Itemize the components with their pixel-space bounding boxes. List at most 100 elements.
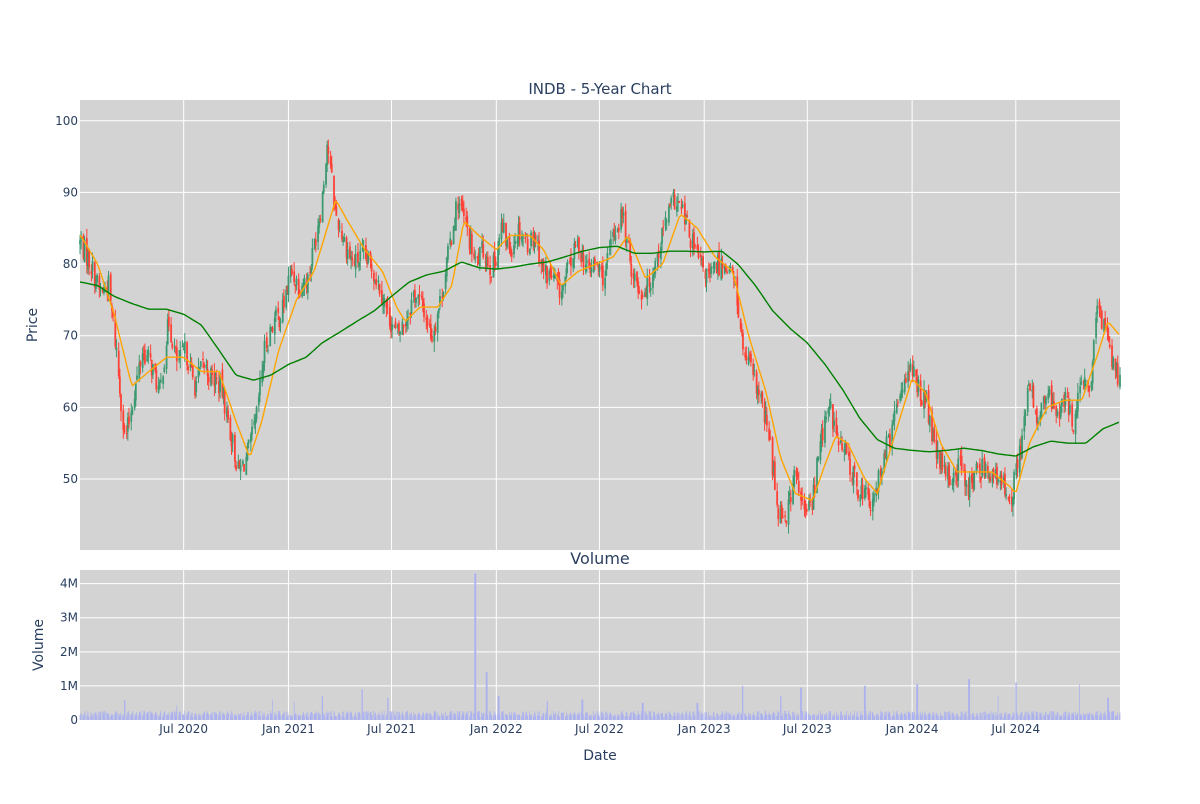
candle-body <box>941 453 944 470</box>
candle-body <box>548 270 551 281</box>
volume-bar <box>1119 712 1121 720</box>
volume-bar <box>905 712 907 720</box>
volume-bar <box>961 712 963 720</box>
candle-body <box>445 257 448 277</box>
volume-bar <box>817 715 819 720</box>
candle-body <box>616 229 619 233</box>
volume-bar <box>864 685 866 720</box>
volume-bar <box>690 715 691 720</box>
volume-bar <box>977 715 978 720</box>
volume-bar <box>670 714 672 720</box>
volume-bar <box>853 715 855 720</box>
volume-bar <box>469 716 471 720</box>
volume-bar <box>454 713 456 720</box>
candle-body <box>1032 385 1035 408</box>
candlestick-series <box>79 139 1121 534</box>
candle-body <box>598 264 601 272</box>
candle-body <box>189 362 192 368</box>
volume-bar <box>648 710 650 720</box>
candle-body <box>1050 385 1053 409</box>
volume-bar <box>399 714 401 720</box>
volume-bar <box>940 712 941 720</box>
candle-body <box>892 421 895 424</box>
volume-bar <box>574 712 575 720</box>
candle-body <box>1116 363 1119 385</box>
volume-bar <box>395 714 396 720</box>
volume-bar <box>837 713 839 720</box>
volume-bar <box>148 711 150 720</box>
volume-bar <box>535 716 536 720</box>
candle-body <box>859 495 862 502</box>
volume-bar <box>801 710 803 720</box>
candle-body <box>943 464 946 467</box>
volume-bar <box>609 713 611 720</box>
candle-body <box>1039 415 1042 424</box>
volume-bar <box>258 711 260 720</box>
candle-body <box>174 346 177 348</box>
volume-bar <box>808 714 809 720</box>
volume-bar <box>162 716 163 720</box>
volume-bar <box>621 710 623 720</box>
volume-bar <box>740 713 742 720</box>
candle-body <box>281 299 284 322</box>
candle-body <box>678 200 681 203</box>
volume-bar <box>277 710 279 720</box>
x-tick-label: Jan 2021 <box>261 722 315 736</box>
volume-bar <box>610 714 612 720</box>
volume-bar <box>473 713 474 720</box>
volume-bar <box>685 712 686 720</box>
volume-bar <box>251 716 253 720</box>
volume-bar <box>548 716 550 720</box>
candle-body <box>1112 357 1115 369</box>
candle-body <box>142 349 145 351</box>
volume-bar <box>501 712 502 720</box>
volume-bar <box>658 711 660 720</box>
volume-bar <box>290 716 292 720</box>
candle-body <box>286 285 289 291</box>
x-tick-label: Jul 2020 <box>158 722 208 736</box>
volume-bar <box>251 712 252 720</box>
candle-body <box>768 428 771 441</box>
volume-bar <box>219 711 220 720</box>
volume-bar <box>804 714 805 720</box>
candle-body <box>207 376 210 383</box>
volume-bar <box>195 716 197 720</box>
candle-body <box>481 241 484 248</box>
volume-bar <box>848 715 850 720</box>
volume-bar <box>247 715 249 720</box>
volume-bar <box>1027 711 1029 720</box>
volume-bar <box>202 715 203 720</box>
volume-bar <box>1067 716 1068 720</box>
candle-body <box>263 340 266 363</box>
candle-body <box>223 390 226 414</box>
volume-bar <box>211 716 213 720</box>
volume-bar <box>244 716 245 720</box>
candle-body <box>374 280 376 283</box>
volume-bar <box>885 711 887 720</box>
candle-body <box>779 505 782 524</box>
volume-bar <box>976 712 978 720</box>
candle-body <box>784 515 787 517</box>
candle-body <box>1018 445 1021 473</box>
candle-body <box>707 268 710 272</box>
volume-bar <box>354 713 356 720</box>
volume-bar <box>1057 712 1059 720</box>
volume-bar <box>592 711 594 720</box>
candle-body <box>893 410 896 422</box>
candle-body <box>513 245 515 255</box>
candle-body <box>582 254 585 268</box>
volume-bar <box>389 710 391 720</box>
candle-body <box>170 324 173 343</box>
volume-bar <box>909 713 911 720</box>
volume-bar <box>417 714 419 720</box>
volume-bar <box>757 710 759 720</box>
volume-bar <box>425 713 427 720</box>
volume-bar <box>725 712 727 720</box>
volume-bar <box>264 712 265 720</box>
volume-bar <box>995 712 997 720</box>
volume-bar <box>490 715 492 720</box>
volume-bar <box>1088 714 1090 720</box>
volume-bar <box>1068 714 1070 720</box>
candle-body <box>133 398 136 409</box>
candle-body <box>1071 404 1074 427</box>
